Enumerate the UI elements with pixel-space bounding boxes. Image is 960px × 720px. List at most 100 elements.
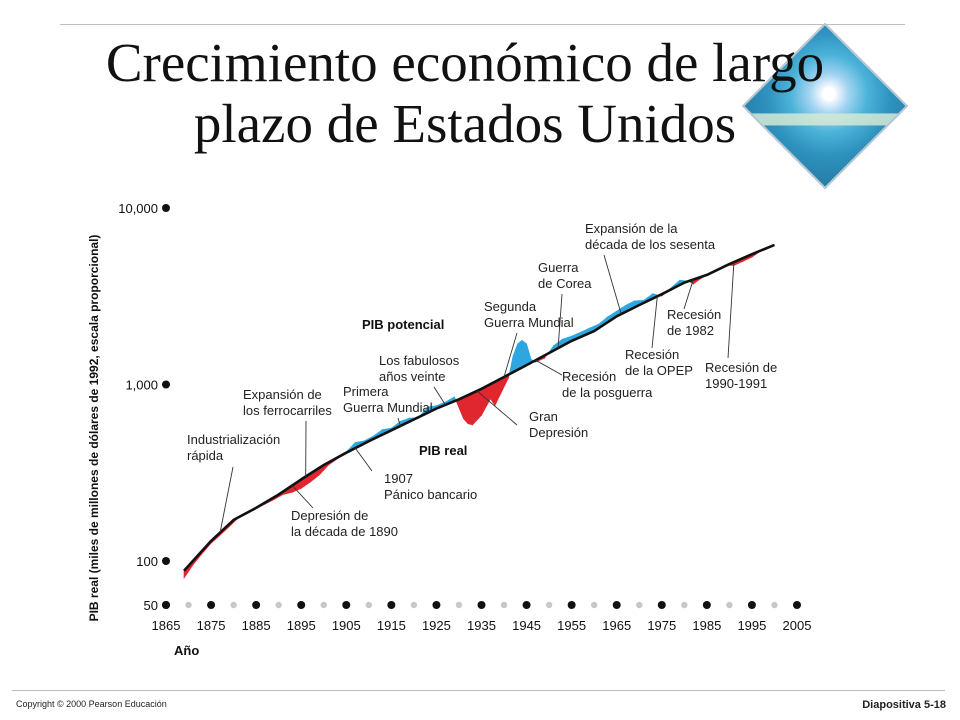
y-tick-label-100: 100	[136, 554, 158, 569]
gdp-below-potential-area	[472, 388, 482, 426]
leader-depresion-1890	[291, 485, 314, 509]
gdp-below-potential-area	[467, 392, 473, 426]
annotation-anos-sesenta-line-2: década de los sesenta	[585, 237, 716, 252]
annotation-depresion-1890-line-2: la década de 1890	[291, 524, 398, 539]
leader-panico-1907	[354, 447, 373, 472]
leader-gran-depresion	[476, 390, 518, 426]
annotation-recesion-1990-line-1: Recesión de	[705, 360, 777, 375]
gdp-below-potential-area	[463, 394, 469, 425]
y-axis-label: PIB real (miles de millones de dólares d…	[87, 235, 101, 622]
leader-industrializacion	[219, 466, 234, 533]
x-minor-dot	[681, 601, 688, 609]
bottom-rule	[12, 690, 945, 691]
x-tick-label-1945: 1945	[512, 618, 541, 633]
x-axis-label: Año	[174, 643, 199, 658]
annotation-primera-guerra-line-1: Primera	[343, 384, 389, 399]
x-tick-dot-1905	[342, 601, 351, 609]
x-tick-label-1895: 1895	[287, 618, 316, 633]
x-tick-dot-1885	[252, 601, 261, 609]
axes-layer: PIB real (miles de millones de dólares d…	[87, 201, 811, 658]
gdp-below-potential-area	[494, 378, 500, 406]
annotation-panico-1907-line-1: 1907	[384, 471, 413, 486]
top-rule	[60, 24, 905, 25]
annotation-segunda-guerra-line-2: Guerra Mundial	[484, 315, 574, 330]
label-pib-real: PIB real	[419, 443, 467, 458]
potential-line-layer	[183, 243, 775, 572]
x-tick-label-1995: 1995	[737, 618, 766, 633]
x-tick-label-1985: 1985	[692, 618, 721, 633]
annotation-anos-veinte-line-2: años veinte	[379, 369, 446, 384]
x-minor-dot	[455, 601, 463, 609]
y-tick-dot-10,000	[162, 204, 170, 212]
leader-anos-veinte	[433, 386, 446, 406]
x-tick-dot-1865	[162, 601, 170, 609]
x-tick-label-1975: 1975	[647, 618, 676, 633]
x-minor-dot	[410, 601, 418, 609]
x-tick-dot-1965	[612, 601, 621, 609]
gdp-above-potential-area	[512, 343, 518, 373]
x-tick-dot-1985	[702, 601, 711, 609]
gdp-below-potential-area	[490, 381, 496, 407]
leader-opep	[651, 296, 658, 349]
x-minor-dot	[545, 601, 553, 609]
x-tick-dot-1895	[297, 601, 306, 609]
annotation-ferrocarriles-line-2: los ferrocarriles	[243, 403, 332, 418]
label-pib-potencial: PIB potencial	[362, 317, 444, 332]
annotation-opep-line-2: de la OPEP	[625, 363, 693, 378]
copyright-text: Copyright © 2000 Pearson Educación	[16, 699, 167, 709]
x-tick-label-1875: 1875	[197, 618, 226, 633]
leader-segunda-guerra	[503, 332, 518, 378]
annotation-depresion-1890-line-1: Depresión de	[291, 508, 368, 523]
y-tick-label-1,000: 1,000	[125, 378, 158, 393]
y-tick-dot-1,000	[162, 380, 170, 389]
annotation-recesion-1990-line-2: 1990-1991	[705, 376, 767, 391]
annotation-gran-depresion-line-2: Depresión	[529, 425, 588, 440]
annotation-recesion-1982-line-2: de 1982	[667, 323, 714, 338]
x-tick-label-2005: 2005	[783, 618, 812, 633]
x-tick-dot-1995	[747, 601, 756, 609]
leader-recesion-1990	[727, 262, 735, 359]
gdp-above-potential-area	[517, 339, 523, 371]
annotation-panico-1907-line-2: Pánico bancario	[384, 487, 477, 502]
annotation-posguerra-line-2: de la posguerra	[562, 385, 653, 400]
x-tick-dot-1945	[522, 601, 531, 609]
x-minor-dot	[590, 601, 598, 609]
y-tick-label-10,000: 10,000	[118, 201, 158, 216]
annotation-ferrocarriles-line-1: Expansión de	[243, 387, 322, 402]
x-minor-dot	[636, 601, 643, 609]
annotation-segunda-guerra-line-1: Segunda	[484, 299, 537, 314]
annotations-layer: PIB potencial PIB real Industrializaciónrá…	[187, 221, 777, 539]
leader-recesion-1982	[683, 279, 694, 310]
annotation-recesion-1982-line-1: Recesión	[667, 307, 721, 322]
x-tick-label-1935: 1935	[467, 618, 496, 633]
x-tick-label-1955: 1955	[557, 618, 586, 633]
x-tick-label-1965: 1965	[602, 618, 631, 633]
x-tick-label-1925: 1925	[422, 618, 451, 633]
x-tick-dot-1915	[387, 601, 396, 609]
x-minor-dot	[500, 601, 508, 609]
series-line-pib-potencial	[183, 243, 775, 572]
annotation-posguerra-line-1: Recesión	[562, 369, 616, 384]
x-tick-label-1865: 1865	[152, 618, 181, 633]
annotation-industrializacion-line-1: Industrialización	[187, 432, 280, 447]
x-tick-dot-1935	[477, 601, 486, 609]
y-tick-label-50: 50	[144, 598, 158, 613]
slide-title: Crecimiento económico de largo plazo de …	[105, 32, 825, 154]
x-tick-dot-1875	[207, 601, 216, 609]
x-tick-dot-1955	[567, 601, 576, 609]
x-minor-dot	[185, 601, 192, 609]
annotation-anos-veinte-line-1: Los fabulosos	[379, 353, 460, 368]
annotation-gran-depresion-line-1: Gran	[529, 409, 558, 424]
x-tick-label-1915: 1915	[377, 618, 406, 633]
annotation-guerra-corea-line-1: Guerra	[538, 260, 579, 275]
x-tick-dot-1925	[432, 601, 441, 609]
annotation-opep-line-1: Recesión	[625, 347, 679, 362]
x-minor-dot	[726, 601, 733, 609]
x-minor-dot	[771, 601, 778, 609]
leader-primera-guerra	[397, 417, 401, 427]
x-tick-label-1905: 1905	[332, 618, 361, 633]
x-minor-dot	[365, 601, 373, 609]
leader-anos-sesenta	[603, 254, 622, 315]
annotation-anos-sesenta-line-1: Expansión de la	[585, 221, 678, 236]
x-minor-dot	[275, 601, 282, 609]
